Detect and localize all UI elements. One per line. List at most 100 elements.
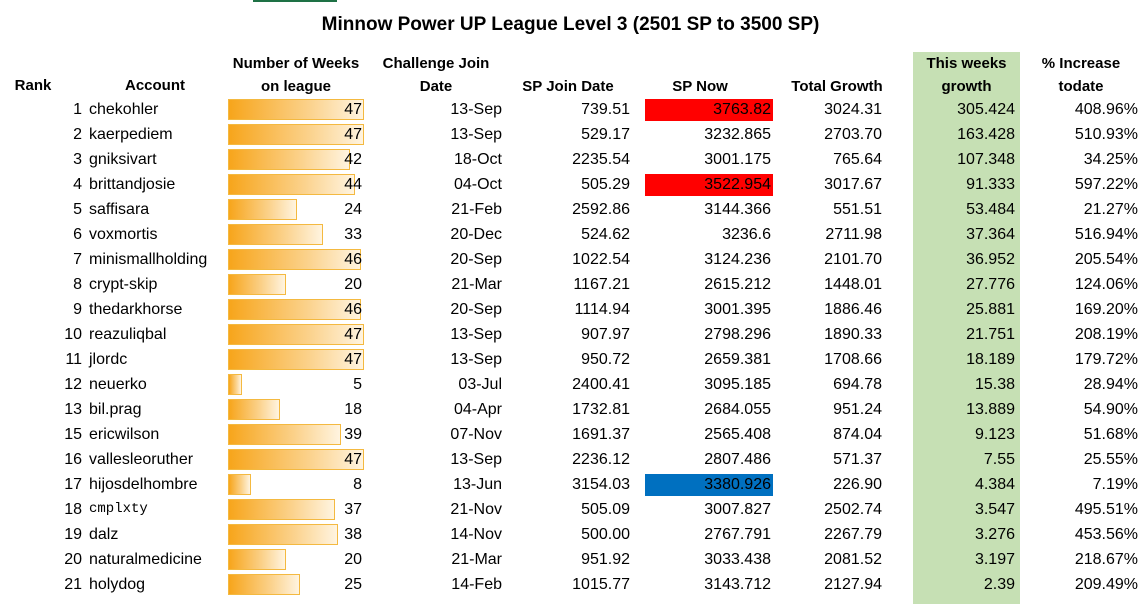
weeks-cell[interactable]: 47 xyxy=(228,347,364,372)
weeks-cell[interactable]: 44 xyxy=(228,172,364,197)
account-cell[interactable]: jlordc xyxy=(89,351,128,368)
account-cell[interactable]: kaerpediem xyxy=(89,126,173,143)
weekly-growth-cell[interactable]: 4.384 xyxy=(974,476,1015,493)
weeks-cell[interactable]: 47 xyxy=(228,322,364,347)
account-cell[interactable]: dalz xyxy=(89,526,119,543)
rank-cell[interactable]: 13 xyxy=(64,401,82,418)
total-growth-cell[interactable]: 2081.52 xyxy=(824,551,882,568)
rank-cell[interactable]: 8 xyxy=(73,276,82,293)
rank-cell[interactable]: 11 xyxy=(65,351,82,368)
sp-join-cell[interactable]: 529.17 xyxy=(581,126,630,143)
rank-cell[interactable]: 3 xyxy=(73,151,82,168)
total-growth-cell[interactable]: 694.78 xyxy=(833,376,882,393)
sp-now-cell[interactable]: 3001.175 xyxy=(704,151,771,168)
weeks-cell[interactable]: 24 xyxy=(228,197,364,222)
total-growth-cell[interactable]: 226.90 xyxy=(833,476,882,493)
join-date-cell[interactable]: 21-Nov xyxy=(450,501,502,518)
total-growth-cell[interactable]: 2703.70 xyxy=(824,126,882,143)
sp-join-cell[interactable]: 1732.81 xyxy=(572,401,630,418)
pct-increase-cell[interactable]: 516.94% xyxy=(1074,226,1138,243)
weeks-cell[interactable]: 47 xyxy=(228,122,364,147)
rank-cell[interactable]: 4 xyxy=(73,176,82,193)
total-growth-cell[interactable]: 874.04 xyxy=(833,426,882,443)
sp-now-cell[interactable]: 2798.296 xyxy=(704,326,771,343)
weekly-growth-cell[interactable]: 15.38 xyxy=(974,376,1015,393)
header-sp-now[interactable]: SP Now xyxy=(672,78,728,95)
sp-now-cell[interactable]: 3144.366 xyxy=(704,201,771,218)
account-cell[interactable]: voxmortis xyxy=(89,226,158,243)
pct-increase-cell[interactable]: 51.68% xyxy=(1083,426,1138,443)
header-join-line2[interactable]: Date xyxy=(419,78,453,95)
pct-increase-cell[interactable]: 25.55% xyxy=(1083,451,1138,468)
sp-now-cell[interactable]: 3763.82 xyxy=(645,99,773,121)
weeks-cell[interactable]: 38 xyxy=(228,522,364,547)
weeks-cell[interactable]: 5 xyxy=(228,372,364,397)
header-rank[interactable]: Rank xyxy=(14,77,52,94)
sp-now-cell[interactable]: 2659.381 xyxy=(704,351,771,368)
join-date-cell[interactable]: 07-Nov xyxy=(450,426,502,443)
rank-cell[interactable]: 17 xyxy=(64,476,82,493)
total-growth-cell[interactable]: 1890.33 xyxy=(824,326,882,343)
weekly-growth-cell[interactable]: 27.776 xyxy=(966,276,1015,293)
sp-join-cell[interactable]: 1167.21 xyxy=(573,276,630,293)
account-cell[interactable]: neuerko xyxy=(89,376,147,393)
weekly-growth-cell[interactable]: 163.428 xyxy=(957,126,1015,143)
join-date-cell[interactable]: 13-Jun xyxy=(453,476,502,493)
pct-increase-cell[interactable]: 597.22% xyxy=(1074,176,1138,193)
rank-cell[interactable]: 5 xyxy=(73,201,82,218)
total-growth-cell[interactable]: 1886.46 xyxy=(824,301,882,318)
join-date-cell[interactable]: 14-Feb xyxy=(451,576,502,593)
sp-now-cell[interactable]: 2615.212 xyxy=(704,276,771,293)
weekly-growth-cell[interactable]: 25.881 xyxy=(966,301,1015,318)
pct-increase-cell[interactable]: 34.25% xyxy=(1083,151,1138,168)
sp-join-cell[interactable]: 739.51 xyxy=(581,101,630,118)
sp-now-cell[interactable]: 3232.865 xyxy=(704,126,771,143)
weekly-growth-cell[interactable]: 9.123 xyxy=(974,426,1015,443)
weekly-growth-cell[interactable]: 3.276 xyxy=(974,526,1015,543)
join-date-cell[interactable]: 04-Apr xyxy=(453,401,502,418)
rank-cell[interactable]: 6 xyxy=(73,226,82,243)
sp-now-cell[interactable]: 2684.055 xyxy=(704,401,771,418)
total-growth-cell[interactable]: 571.37 xyxy=(833,451,882,468)
account-cell[interactable]: naturalmedicine xyxy=(89,551,202,568)
total-growth-cell[interactable]: 2267.79 xyxy=(824,526,882,543)
sp-join-cell[interactable]: 500.00 xyxy=(581,526,630,543)
header-account[interactable]: Account xyxy=(125,77,185,94)
weeks-cell[interactable]: 8 xyxy=(228,472,364,497)
header-total-growth[interactable]: Total Growth xyxy=(791,78,883,95)
account-cell[interactable]: brittandjosie xyxy=(89,176,176,193)
pct-increase-cell[interactable]: 208.19% xyxy=(1074,326,1138,343)
header-join-line1[interactable]: Challenge Join xyxy=(382,55,490,72)
join-date-cell[interactable]: 13-Sep xyxy=(450,351,502,368)
account-cell[interactable]: minismallholding xyxy=(89,251,208,268)
weeks-cell[interactable]: 25 xyxy=(228,572,364,597)
weeks-cell[interactable]: 33 xyxy=(228,222,364,247)
rank-cell[interactable]: 16 xyxy=(64,451,82,468)
join-date-cell[interactable]: 13-Sep xyxy=(450,101,502,118)
join-date-cell[interactable]: 21-Feb xyxy=(451,201,502,218)
account-cell[interactable]: ericwilson xyxy=(89,426,160,443)
total-growth-cell[interactable]: 1708.66 xyxy=(824,351,882,368)
rank-cell[interactable]: 18 xyxy=(64,501,82,518)
account-cell[interactable]: bil.prag xyxy=(89,401,142,418)
pct-increase-cell[interactable]: 169.20% xyxy=(1074,301,1138,318)
sp-join-cell[interactable]: 3154.03 xyxy=(572,476,630,493)
pct-increase-cell[interactable]: 510.93% xyxy=(1074,126,1138,143)
join-date-cell[interactable]: 20-Sep xyxy=(450,301,502,318)
total-growth-cell[interactable]: 2127.94 xyxy=(824,576,882,593)
pct-increase-cell[interactable]: 21.27% xyxy=(1083,201,1138,218)
sp-join-cell[interactable]: 1691.37 xyxy=(572,426,630,443)
sp-now-cell[interactable]: 3124.236 xyxy=(704,251,771,268)
sp-join-cell[interactable]: 505.29 xyxy=(581,176,630,193)
total-growth-cell[interactable]: 951.24 xyxy=(833,401,882,418)
rank-cell[interactable]: 12 xyxy=(64,376,82,393)
sp-join-cell[interactable]: 1015.77 xyxy=(572,576,630,593)
sp-now-cell[interactable]: 3236.6 xyxy=(722,226,771,243)
sp-join-cell[interactable]: 2236.12 xyxy=(572,451,630,468)
rank-cell[interactable]: 2 xyxy=(73,126,82,143)
sp-now-cell[interactable]: 3522.954 xyxy=(645,174,773,196)
join-date-cell[interactable]: 18-Oct xyxy=(453,151,502,168)
weeks-cell[interactable]: 47 xyxy=(228,97,364,122)
account-cell[interactable]: cmplxty xyxy=(89,501,148,517)
total-growth-cell[interactable]: 551.51 xyxy=(833,201,882,218)
